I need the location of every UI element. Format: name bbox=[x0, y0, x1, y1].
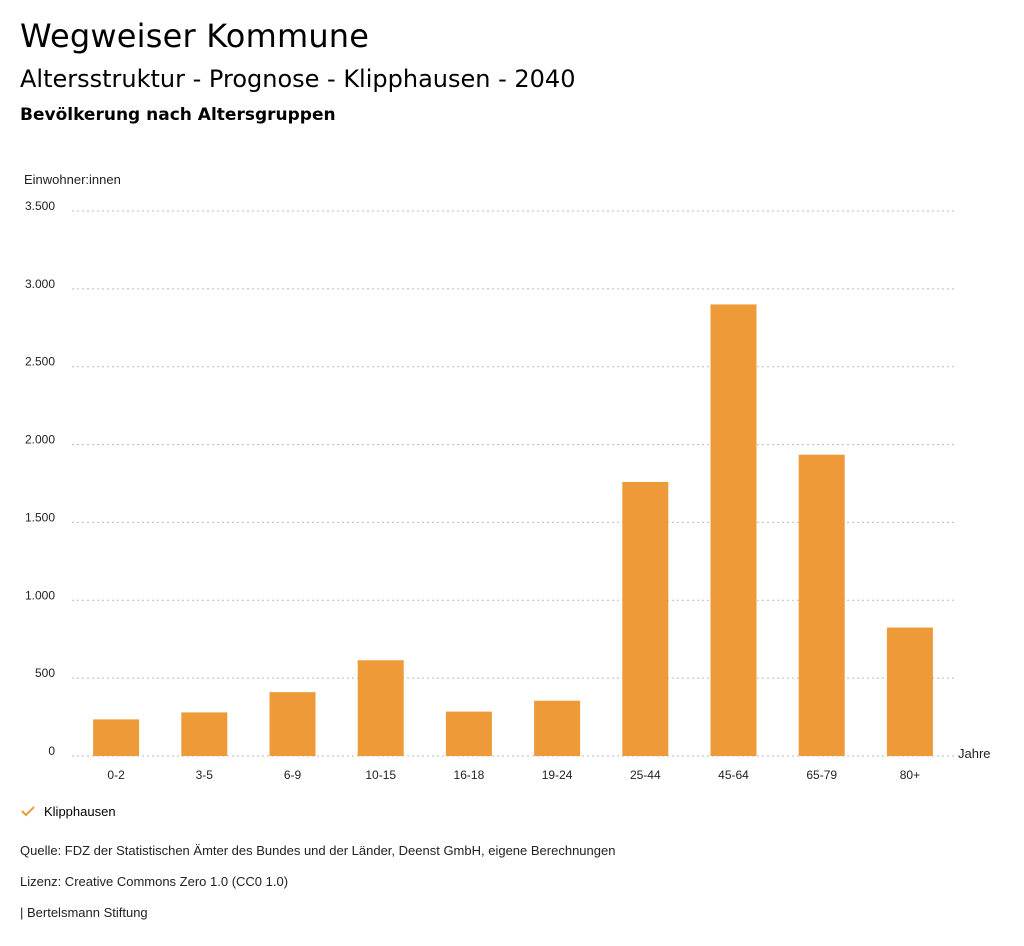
y-tick-label: 2.500 bbox=[25, 355, 55, 369]
chart-area: Einwohner:innen 0 500 1.000 1.500 2.000 2.500 3… bbox=[0, 160, 1024, 800]
x-tick-label: 65-79 bbox=[806, 768, 837, 782]
bar-19-24[interactable] bbox=[534, 700, 581, 756]
x-tick-label: 80+ bbox=[900, 768, 920, 782]
license-note: Lizenz: Creative Commons Zero 1.0 (CC0 1… bbox=[20, 874, 289, 889]
legend-item-klipphausen[interactable]: Klipphausen bbox=[20, 803, 116, 819]
x-tick-label: 45-64 bbox=[718, 768, 749, 782]
bar-3-5[interactable] bbox=[181, 712, 228, 756]
bar-10-15[interactable] bbox=[357, 660, 404, 756]
check-icon bbox=[21, 806, 35, 817]
y-tick-label: 2.000 bbox=[25, 433, 55, 447]
y-tick-label: 3.000 bbox=[25, 277, 55, 291]
bar-80+[interactable] bbox=[886, 627, 933, 756]
bar-45-64[interactable] bbox=[710, 304, 757, 756]
page-title: Wegweiser Kommune bbox=[20, 17, 370, 55]
bar-6-9[interactable] bbox=[269, 692, 316, 756]
bar-chart: Einwohner:innen 0 500 1.000 1.500 2.000 2.500 3… bbox=[24, 172, 991, 782]
source-note: Quelle: FDZ der Statistischen Ämter des … bbox=[20, 843, 616, 858]
bar-65-79[interactable] bbox=[798, 454, 845, 756]
y-tick-label: 500 bbox=[35, 666, 55, 680]
x-tick-label: 10-15 bbox=[365, 768, 396, 782]
x-tick-label: 3-5 bbox=[196, 768, 214, 782]
x-tick-label: 6-9 bbox=[284, 768, 302, 782]
organization-note: | Bertelsmann Stiftung bbox=[20, 905, 148, 920]
x-tick-label: 0-2 bbox=[107, 768, 125, 782]
y-tick-label: 1.500 bbox=[25, 510, 55, 524]
x-tick-label: 19-24 bbox=[542, 768, 573, 782]
page-subtitle: Altersstruktur - Prognose - Klipphausen … bbox=[20, 65, 576, 93]
y-axis-label: Einwohner:innen bbox=[24, 172, 121, 187]
legend-label: Klipphausen bbox=[44, 803, 116, 819]
x-tick-label: 25-44 bbox=[630, 768, 661, 782]
y-tick-label: 1.000 bbox=[25, 588, 55, 602]
bar-16-18[interactable] bbox=[445, 711, 492, 756]
chart-caption: Bevölkerung nach Altersgruppen bbox=[20, 105, 336, 125]
y-tick-label: 3.500 bbox=[25, 199, 55, 213]
bar-0-2[interactable] bbox=[93, 719, 140, 756]
bar-25-44[interactable] bbox=[622, 481, 669, 756]
x-axis-label: Jahre bbox=[958, 746, 991, 761]
x-tick-label: 16-18 bbox=[454, 768, 485, 782]
y-tick-label: 0 bbox=[48, 744, 55, 758]
